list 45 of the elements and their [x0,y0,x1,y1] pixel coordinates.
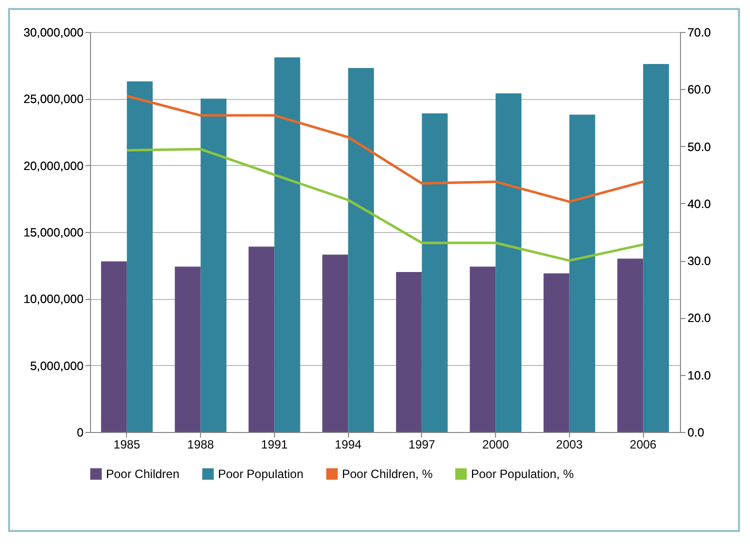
bar [422,113,448,432]
y2-tick-label: 70.0 [688,26,712,40]
y2-tick-label: 30.0 [688,254,712,268]
bar [396,272,422,432]
bar [200,98,226,432]
x-tick-label: 1991 [261,438,288,452]
y-tick-label: 15,000,000 [23,226,84,240]
bar [544,273,570,432]
bar [617,258,644,432]
line-series [126,148,644,262]
x-tick-label: 2006 [630,438,657,452]
line-series [126,94,644,203]
legend-label: Poor Population [218,467,304,481]
y2-tick-label: 40.0 [688,196,712,211]
bar [569,114,596,432]
y2-tick-label: 20.0 [688,311,712,326]
x-tick-label: 1994 [334,438,362,452]
x-tick-label: 1985 [114,438,141,452]
bar [126,81,153,432]
x-tick-label: 2003 [556,438,584,452]
bar [470,266,496,432]
y-tick-label: 10,000,000 [23,292,84,306]
bar [101,261,127,432]
y2-tick-label: 60.0 [688,82,712,97]
y-tick-label: 0 [76,426,84,440]
bar [174,266,201,432]
y2-tick-label: 10.0 [688,368,712,382]
legend-label: Poor Population, % [471,467,574,481]
bar [496,93,522,432]
y2-tick-label: 50.0 [688,140,712,154]
legend-label: Poor Children [106,467,180,481]
bar [643,64,669,432]
bar [274,57,300,432]
bar [248,246,274,432]
y-tick-label: 20,000,000 [23,158,84,173]
y-tick-label: 25,000,000 [23,92,84,106]
x-tick-label: 1997 [408,438,436,452]
y-tick-label: 30,000,000 [23,26,84,40]
y2-tick-label: 0.0 [688,426,705,440]
x-tick-label: 2000 [482,438,510,452]
y-tick-label: 5,000,000 [30,358,84,373]
bar [348,68,374,432]
x-tick-label: 1988 [187,438,214,452]
legend-label: Poor Children, % [342,467,434,481]
bar [322,254,348,432]
